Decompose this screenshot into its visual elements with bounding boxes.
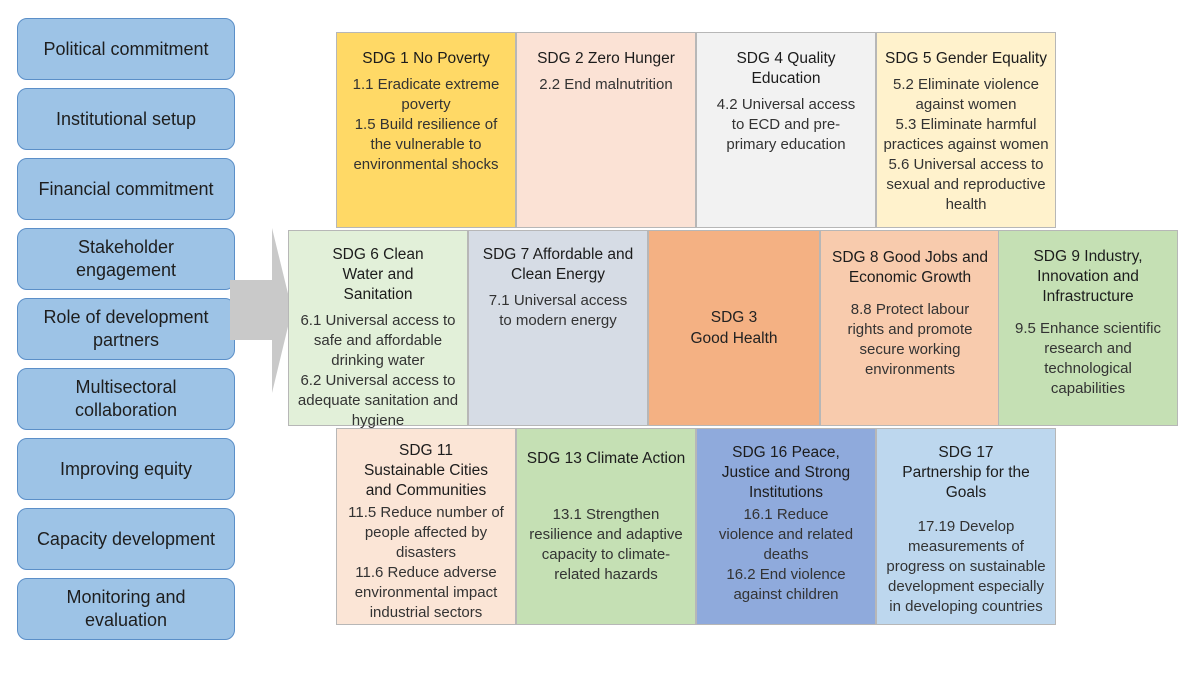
sdg-7-targets: 7.1 Universal access to modern energy [475, 291, 641, 331]
sdg-3-subtitle: Good Health [690, 330, 778, 347]
sdg-16-box: SDG 16 Peace, Justice and Strong Institu… [696, 428, 876, 625]
sdg-target-item: 1.5 Build resilience of the vulnerable t… [353, 116, 499, 173]
sdg-3-title: SDG 3 [710, 309, 758, 326]
sdg-9-targets: 9.5 Enhance scientific research and tech… [1005, 319, 1171, 399]
sdg-9-title: SDG 9 Industry, Innovation and Infrastru… [1033, 248, 1143, 305]
sdg-target-item: 9.5 Enhance scientific research and tech… [1015, 320, 1161, 397]
enabler-label: Role of development partners [43, 307, 209, 350]
sdg-4-box: SDG 4 Quality Education 4.2 Universal ac… [696, 32, 876, 228]
sdg-target-item: 1.1 Eradicate extreme poverty [352, 76, 500, 113]
enabler-label: Political commitment [43, 38, 209, 59]
sdg-17-title: SDG 17 Partnership for the Goals [902, 444, 1030, 501]
sdg-target-item: 16.2 End violence against children [726, 566, 846, 603]
sdg-target-item: 5.2 Eliminate violence against women [893, 76, 1039, 113]
enabler-multisectoral-collaboration: Multisectoral collaboration [17, 368, 235, 430]
sdg-17-box: SDG 17 Partnership for the Goals 17.19 D… [876, 428, 1056, 625]
sdg-2-box: SDG 2 Zero Hunger 2.2 End malnutrition [516, 32, 696, 228]
sdg-16-targets: 16.1 Reduce violence and related deaths 1… [703, 505, 869, 605]
enabler-institutional-setup: Institutional setup [17, 88, 235, 150]
enabler-label: Monitoring and evaluation [66, 587, 186, 630]
enabler-capacity-development: Capacity development [17, 508, 235, 570]
sdg-target-item: 5.6 Universal access to sexual and repro… [886, 156, 1046, 213]
enabler-label: Stakeholder engagement [75, 237, 177, 280]
sdg-17-targets: 17.19 Develop measurements of progress o… [883, 517, 1049, 617]
enabler-label: Institutional setup [55, 108, 197, 129]
sdg-11-title: SDG 11 Sustainable Cities and Communitie… [363, 442, 489, 499]
sdg-1-title: SDG 1 No Poverty [362, 50, 490, 67]
sdg-13-box: SDG 13 Climate Action 13.1 Strengthen re… [516, 428, 696, 625]
sdg-target-item: 4.2 Universal access to ECD and pre-prim… [716, 96, 856, 153]
sdg-6-targets: 6.1 Universal access to safe and afforda… [295, 311, 461, 431]
sdg-target-item: 8.8 Protect labour rights and promote se… [847, 301, 973, 378]
sdg-target-item: 16.1 Reduce violence and related deaths [718, 506, 854, 563]
sdg-2-title: SDG 2 Zero Hunger [537, 50, 675, 67]
sdg-8-title: SDG 8 Good Jobs and Economic Growth [832, 249, 988, 286]
sdg-6-title: SDG 6 Clean Water and Sanitation [332, 246, 424, 303]
sdg-7-box: SDG 7 Affordable and Clean Energy 7.1 Un… [468, 230, 648, 426]
sdg-target-item: 13.1 Strengthen resilience and adaptive … [529, 506, 683, 583]
sdg-16-title: SDG 16 Peace, Justice and Strong Institu… [721, 444, 851, 501]
enabler-label: Improving equity [59, 458, 193, 479]
sdg-target-item: 17.19 Develop measurements of progress o… [886, 518, 1046, 615]
sdg-1-targets: 1.1 Eradicate extreme poverty 1.5 Build r… [343, 75, 509, 175]
sdg-2-targets: 2.2 End malnutrition [539, 75, 672, 95]
sdg-target-item: 7.1 Universal access to modern energy [488, 292, 628, 329]
sdg-5-targets: 5.2 Eliminate violence against women 5.3 … [883, 75, 1049, 215]
sdg-8-targets: 8.8 Protect labour rights and promote se… [827, 300, 993, 380]
sdg-6-box: SDG 6 Clean Water and Sanitation 6.1 Uni… [288, 230, 468, 429]
enabler-label: Capacity development [36, 528, 216, 549]
enabler-label: Financial commitment [38, 178, 214, 199]
enabler-stakeholder-engagement: Stakeholder engagement [17, 228, 235, 290]
enabler-improving-equity: Improving equity [17, 438, 235, 500]
enabler-monitoring-and-evaluation: Monitoring and evaluation [17, 578, 235, 640]
enabler-label: Multisectoral collaboration [74, 377, 178, 420]
sdg-target-item: 11.5 Reduce number of people affected by… [348, 504, 504, 561]
sdg-5-box: SDG 5 Gender Equality 5.2 Eliminate viol… [876, 32, 1056, 228]
sdg-7-title: SDG 7 Affordable and Clean Energy [482, 246, 634, 283]
sdg-13-targets: 13.1 Strengthen resilience and adaptive … [523, 505, 689, 585]
sdg-4-targets: 4.2 Universal access to ECD and pre-prim… [703, 95, 869, 155]
sdg-8-box: SDG 8 Good Jobs and Economic Growth 8.8 … [820, 230, 1000, 426]
enabler-role-of-development-partners: Role of development partners [17, 298, 235, 360]
sdg-4-title: SDG 4 Quality Education [736, 50, 836, 87]
arrow-right-icon [230, 228, 292, 393]
enabler-financial-commitment: Financial commitment [17, 158, 235, 220]
sdg-target-item: 6.2 Universal access to adequate sanitat… [297, 372, 459, 429]
sdg-5-title: SDG 5 Gender Equality [885, 50, 1047, 67]
sdg-3-box: SDG 3 Good Health [648, 230, 820, 426]
sdg-13-title: SDG 13 Climate Action [526, 450, 686, 467]
sdg-11-targets: 11.5 Reduce number of people affected by… [343, 503, 509, 623]
sdg-11-box: SDG 11 Sustainable Cities and Communitie… [336, 428, 516, 625]
sdg-target-item: 6.1 Universal access to safe and afforda… [300, 312, 456, 369]
sdg-target-item: 2.2 End malnutrition [539, 76, 673, 93]
sdg-1-box: SDG 1 No Poverty 1.1 Eradicate extreme p… [336, 32, 516, 228]
enabler-political-commitment: Political commitment [17, 18, 235, 80]
sdg-target-item: 5.3 Eliminate harmful practices against … [883, 116, 1049, 153]
sdg-target-item: 11.6 Reduce adverse environmental impact… [354, 564, 498, 621]
sdg-9-box: SDG 9 Industry, Innovation and Infrastru… [998, 230, 1178, 426]
arrow-shape [230, 228, 292, 393]
